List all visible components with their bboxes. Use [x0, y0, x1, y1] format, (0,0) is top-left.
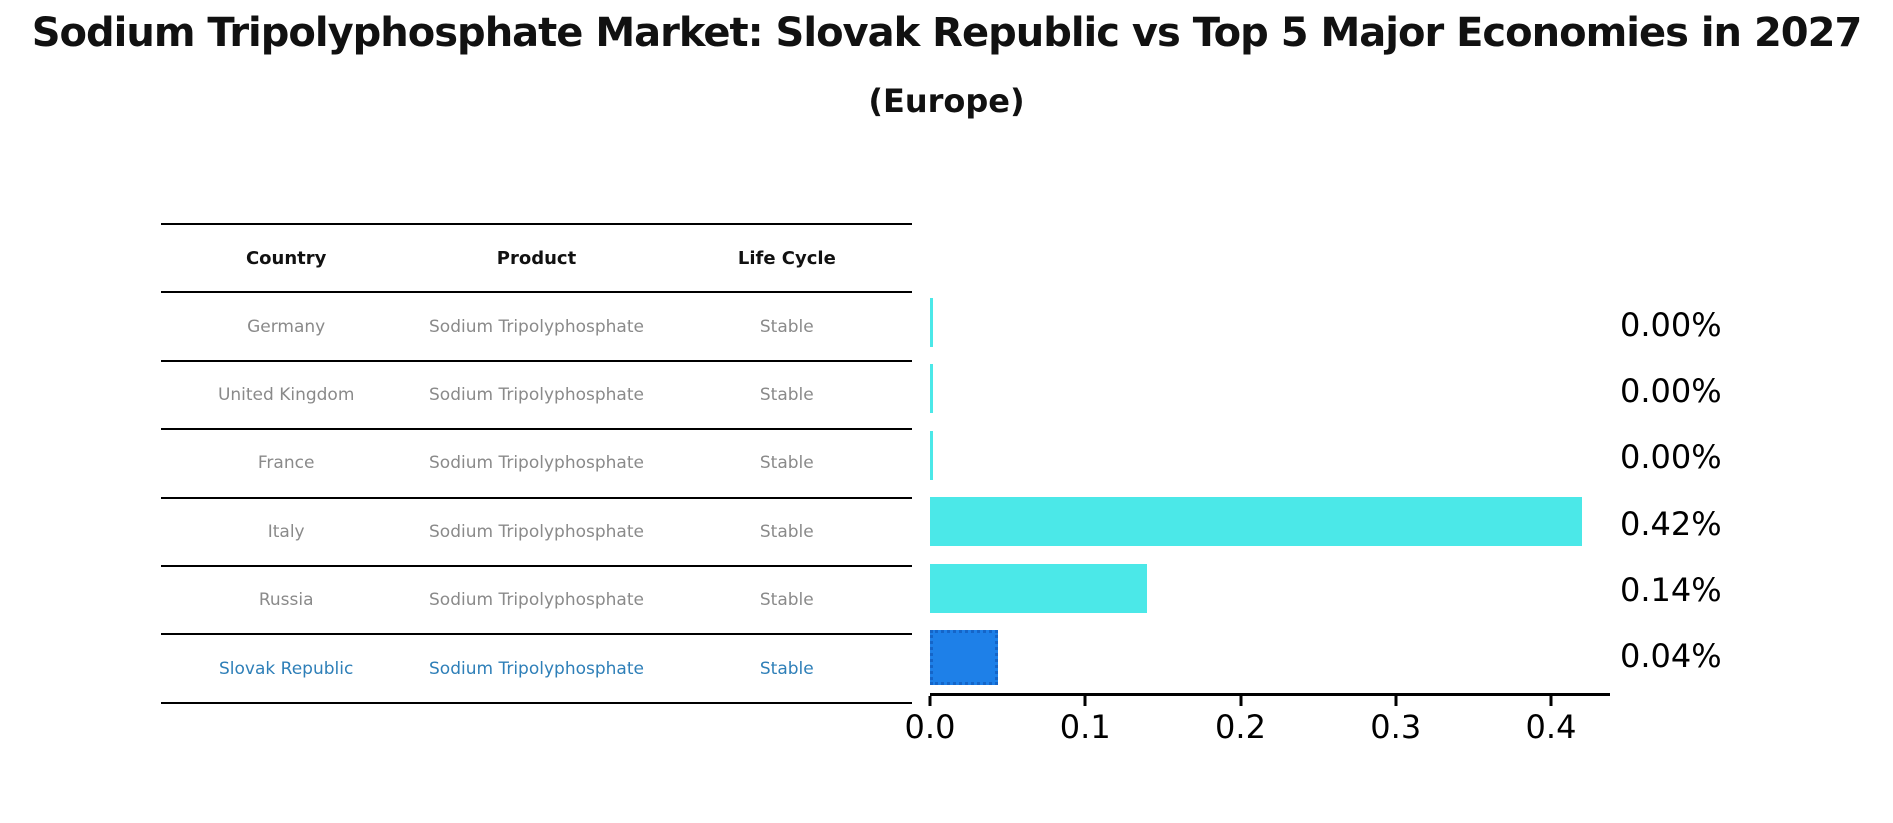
bar-germany: [930, 298, 934, 347]
table-row: France Sodium Tripolyphosphate Stable: [161, 428, 912, 496]
table-row: Italy Sodium Tripolyphosphate Stable: [161, 496, 912, 565]
life-cycle-cell: Stable: [759, 316, 814, 337]
header-life-cycle: Life Cycle: [737, 247, 836, 269]
product-cell: Sodium Tripolyphosphate: [429, 316, 644, 337]
country-cell: France: [257, 453, 315, 474]
x-tick-label: 0.4: [1525, 708, 1577, 746]
x-tick: [928, 696, 932, 706]
value-label-germany: 0.00%: [1620, 306, 1722, 344]
bar-united-kingdom: [930, 364, 934, 413]
bar-france: [930, 431, 934, 480]
life-cycle-cell: Stable: [759, 521, 814, 542]
chart-title: Sodium Tripolyphosphate Market: Slovak R…: [31, 10, 1863, 56]
country-cell: Slovak Republic: [219, 658, 354, 679]
x-tick: [1549, 696, 1553, 706]
country-cell: Germany: [247, 316, 326, 337]
life-cycle-cell: Stable: [759, 384, 814, 405]
chart-subtitle: (Europe): [868, 82, 1025, 120]
bar-slovak-republic: [930, 630, 999, 685]
product-cell: Sodium Tripolyphosphate: [429, 384, 644, 405]
table-row-slovak-republic: Slovak Republic Sodium Tripolyphosphate …: [161, 633, 912, 701]
x-axis-line: [930, 693, 1610, 696]
table-row: Russia Sodium Tripolyphosphate Stable: [161, 564, 912, 633]
x-tick-label: 0.0: [904, 708, 956, 746]
life-cycle-cell: Stable: [759, 590, 814, 611]
table-row: United Kingdom Sodium Tripolyphosphate S…: [161, 359, 912, 428]
x-tick: [1239, 696, 1242, 706]
x-tick: [1394, 696, 1398, 706]
country-cell: United Kingdom: [217, 384, 355, 405]
country-cell: Russia: [258, 590, 314, 611]
value-label-russia: 0.14%: [1620, 571, 1722, 609]
table-header-row: Country Product Life Cycle: [161, 223, 912, 291]
x-tick-label: 0.2: [1215, 708, 1266, 746]
product-cell: Sodium Tripolyphosphate: [429, 521, 644, 542]
x-tick-label: 0.3: [1370, 708, 1422, 746]
x-tick-label: 0.1: [1059, 708, 1111, 746]
header-country: Country: [245, 247, 327, 269]
value-label-slovak-republic: 0.04%: [1620, 637, 1722, 675]
product-cell: Sodium Tripolyphosphate: [429, 658, 644, 679]
value-label-italy: 0.42%: [1620, 505, 1722, 543]
header-product: Product: [496, 247, 577, 269]
life-cycle-cell: Stable: [759, 658, 814, 679]
product-cell: Sodium Tripolyphosphate: [429, 453, 644, 474]
country-table: Country Product Life Cycle Germany Sodiu…: [161, 223, 912, 704]
value-label-france: 0.00%: [1620, 438, 1722, 476]
bar-chart: 0.0 0.1 0.2 0.3 0.4: [905, 289, 1610, 746]
table-row: Germany Sodium Tripolyphosphate Stable: [161, 291, 912, 359]
bar-russia: [930, 564, 1148, 613]
bar-italy: [930, 497, 1583, 546]
life-cycle-cell: Stable: [759, 453, 814, 474]
x-tick: [1083, 696, 1087, 706]
product-cell: Sodium Tripolyphosphate: [429, 590, 644, 611]
value-label-united-kingdom: 0.00%: [1620, 372, 1722, 410]
country-cell: Italy: [267, 521, 305, 542]
